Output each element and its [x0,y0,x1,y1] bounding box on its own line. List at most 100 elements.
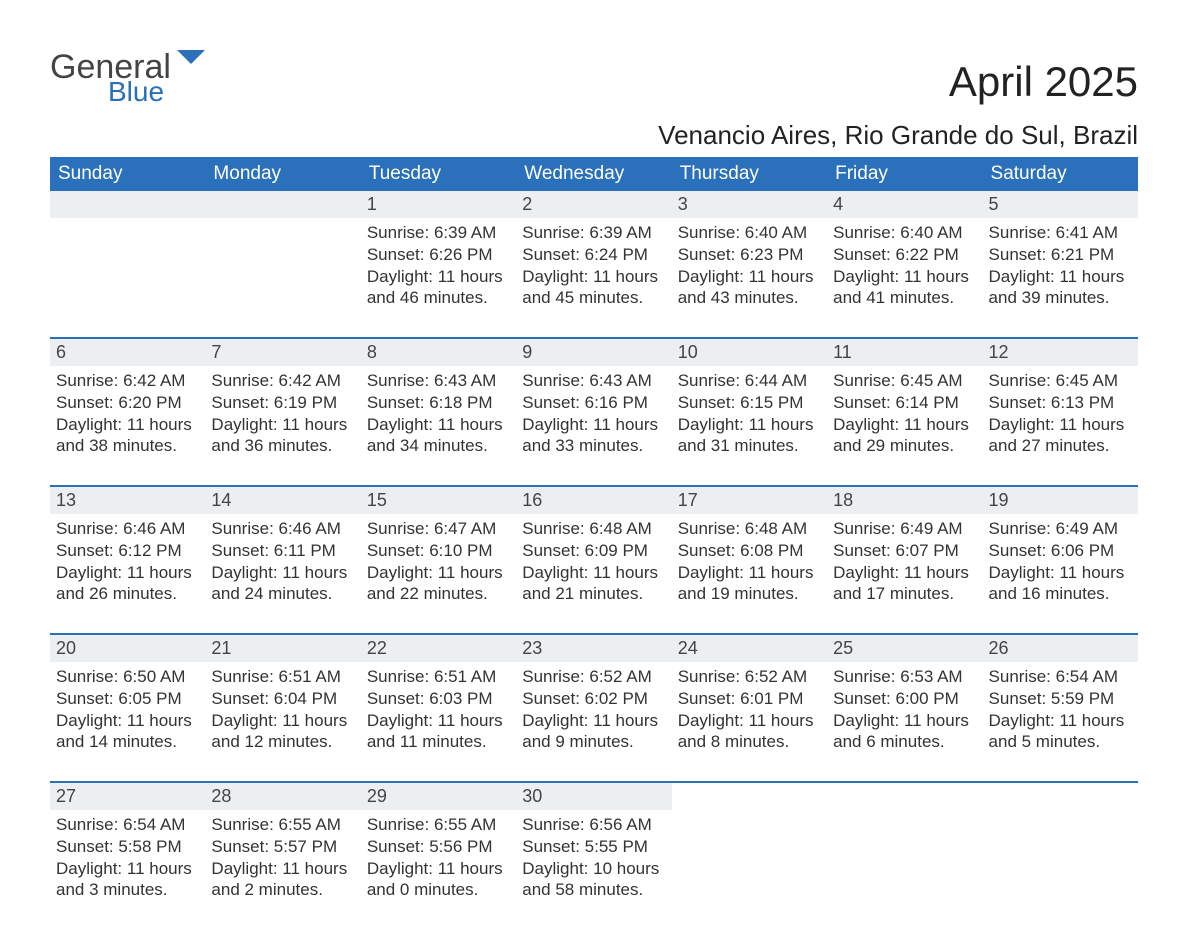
daylight-line: Daylight: 11 hours and 26 minutes. [56,562,199,606]
sunset-line: Sunset: 5:56 PM [367,836,510,858]
sunset-line: Sunset: 6:08 PM [678,540,821,562]
day-data-cell: Sunrise: 6:43 AMSunset: 6:16 PMDaylight:… [516,366,671,486]
sunset-line: Sunset: 6:06 PM [989,540,1132,562]
day-data-cell: Sunrise: 6:44 AMSunset: 6:15 PMDaylight:… [672,366,827,486]
sunrise-line: Sunrise: 6:52 AM [678,666,821,688]
day-data-cell: Sunrise: 6:48 AMSunset: 6:08 PMDaylight:… [672,514,827,634]
sunrise-line: Sunrise: 6:42 AM [56,370,199,392]
day-data-cell: Sunrise: 6:54 AMSunset: 5:58 PMDaylight:… [50,810,205,929]
sunrise-line: Sunrise: 6:54 AM [56,814,199,836]
daylight-line: Daylight: 11 hours and 34 minutes. [367,414,510,458]
sunrise-line: Sunrise: 6:56 AM [522,814,665,836]
day-data-cell: Sunrise: 6:45 AMSunset: 6:14 PMDaylight:… [827,366,982,486]
day-data-cell: Sunrise: 6:39 AMSunset: 6:26 PMDaylight:… [361,218,516,338]
day-data-row: Sunrise: 6:39 AMSunset: 6:26 PMDaylight:… [50,218,1138,338]
sunset-line: Sunset: 6:01 PM [678,688,821,710]
daylight-line: Daylight: 11 hours and 3 minutes. [56,858,199,902]
daylight-line: Daylight: 11 hours and 19 minutes. [678,562,821,606]
sunset-line: Sunset: 6:15 PM [678,392,821,414]
day-number-cell: 18 [827,486,982,514]
sunrise-line: Sunrise: 6:49 AM [989,518,1132,540]
day-number-cell: 23 [516,634,671,662]
sunset-line: Sunset: 6:11 PM [211,540,354,562]
sunset-line: Sunset: 6:20 PM [56,392,199,414]
day-data-cell [672,810,827,929]
daylight-line: Daylight: 11 hours and 45 minutes. [522,266,665,310]
day-number-row: 27282930 [50,782,1138,810]
sunrise-line: Sunrise: 6:51 AM [367,666,510,688]
sunset-line: Sunset: 6:10 PM [367,540,510,562]
sunrise-line: Sunrise: 6:49 AM [833,518,976,540]
daylight-line: Daylight: 11 hours and 2 minutes. [211,858,354,902]
header: General Blue April 2025 [50,50,1138,106]
weekday-header: Saturday [983,157,1138,191]
sunrise-line: Sunrise: 6:44 AM [678,370,821,392]
weekday-header: Friday [827,157,982,191]
day-data-cell: Sunrise: 6:39 AMSunset: 6:24 PMDaylight:… [516,218,671,338]
daylight-line: Daylight: 11 hours and 31 minutes. [678,414,821,458]
sunrise-line: Sunrise: 6:50 AM [56,666,199,688]
day-number-cell: 1 [361,191,516,218]
sunrise-line: Sunrise: 6:40 AM [833,222,976,244]
sunrise-line: Sunrise: 6:41 AM [989,222,1132,244]
daylight-line: Daylight: 11 hours and 9 minutes. [522,710,665,754]
daylight-line: Daylight: 11 hours and 46 minutes. [367,266,510,310]
day-data-cell: Sunrise: 6:45 AMSunset: 6:13 PMDaylight:… [983,366,1138,486]
day-data-cell: Sunrise: 6:42 AMSunset: 6:20 PMDaylight:… [50,366,205,486]
day-data-cell: Sunrise: 6:46 AMSunset: 6:11 PMDaylight:… [205,514,360,634]
daylight-line: Daylight: 11 hours and 8 minutes. [678,710,821,754]
sunset-line: Sunset: 6:05 PM [56,688,199,710]
day-data-cell [205,218,360,338]
day-number-cell [983,782,1138,810]
day-number-cell: 17 [672,486,827,514]
day-data-cell: Sunrise: 6:49 AMSunset: 6:06 PMDaylight:… [983,514,1138,634]
sunrise-line: Sunrise: 6:45 AM [833,370,976,392]
daylight-line: Daylight: 11 hours and 41 minutes. [833,266,976,310]
sunset-line: Sunset: 6:16 PM [522,392,665,414]
sunrise-line: Sunrise: 6:46 AM [211,518,354,540]
sunset-line: Sunset: 6:14 PM [833,392,976,414]
day-number-cell: 8 [361,338,516,366]
sunrise-line: Sunrise: 6:55 AM [211,814,354,836]
calendar-table: SundayMondayTuesdayWednesdayThursdayFrid… [50,157,1138,929]
day-number-cell: 20 [50,634,205,662]
day-data-cell: Sunrise: 6:41 AMSunset: 6:21 PMDaylight:… [983,218,1138,338]
sunset-line: Sunset: 5:59 PM [989,688,1132,710]
day-number-row: 6789101112 [50,338,1138,366]
day-number-cell: 22 [361,634,516,662]
day-data-row: Sunrise: 6:50 AMSunset: 6:05 PMDaylight:… [50,662,1138,782]
daylight-line: Daylight: 11 hours and 24 minutes. [211,562,354,606]
page-title: April 2025 [949,58,1138,106]
day-number-cell: 10 [672,338,827,366]
weekday-header: Tuesday [361,157,516,191]
day-number-cell: 5 [983,191,1138,218]
sunrise-line: Sunrise: 6:53 AM [833,666,976,688]
sunset-line: Sunset: 6:22 PM [833,244,976,266]
daylight-line: Daylight: 11 hours and 29 minutes. [833,414,976,458]
day-data-row: Sunrise: 6:42 AMSunset: 6:20 PM Daylight:… [50,366,1138,486]
day-number-cell: 4 [827,191,982,218]
sunset-line: Sunset: 6:09 PM [522,540,665,562]
day-data-cell: Sunrise: 6:40 AMSunset: 6:23 PMDaylight:… [672,218,827,338]
daylight-line: Daylight: 11 hours and 0 minutes. [367,858,510,902]
weekday-header: Wednesday [516,157,671,191]
sunset-line: Sunset: 6:12 PM [56,540,199,562]
daylight-line: Daylight: 11 hours and 16 minutes. [989,562,1132,606]
sunset-line: Sunset: 5:58 PM [56,836,199,858]
daylight-line: Daylight: 11 hours and 21 minutes. [522,562,665,606]
day-number-cell: 27 [50,782,205,810]
daylight-line: Daylight: 11 hours and 5 minutes. [989,710,1132,754]
day-number-row: 13141516171819 [50,486,1138,514]
day-number-cell: 15 [361,486,516,514]
day-number-cell [205,191,360,218]
weekday-header: Sunday [50,157,205,191]
sunrise-line: Sunrise: 6:46 AM [56,518,199,540]
daylight-line: Daylight: 11 hours and 12 minutes. [211,710,354,754]
daylight-line: Daylight: 11 hours and 14 minutes. [56,710,199,754]
sunset-line: Sunset: 6:26 PM [367,244,510,266]
sunset-line: Sunset: 6:19 PM [211,392,354,414]
day-data-cell: Sunrise: 6:55 AMSunset: 5:57 PMDaylight:… [205,810,360,929]
day-data-cell: Sunrise: 6:47 AMSunset: 6:10 PMDaylight:… [361,514,516,634]
sunrise-line: Sunrise: 6:39 AM [522,222,665,244]
day-data-cell: Sunrise: 6:46 AMSunset: 6:12 PMDaylight:… [50,514,205,634]
